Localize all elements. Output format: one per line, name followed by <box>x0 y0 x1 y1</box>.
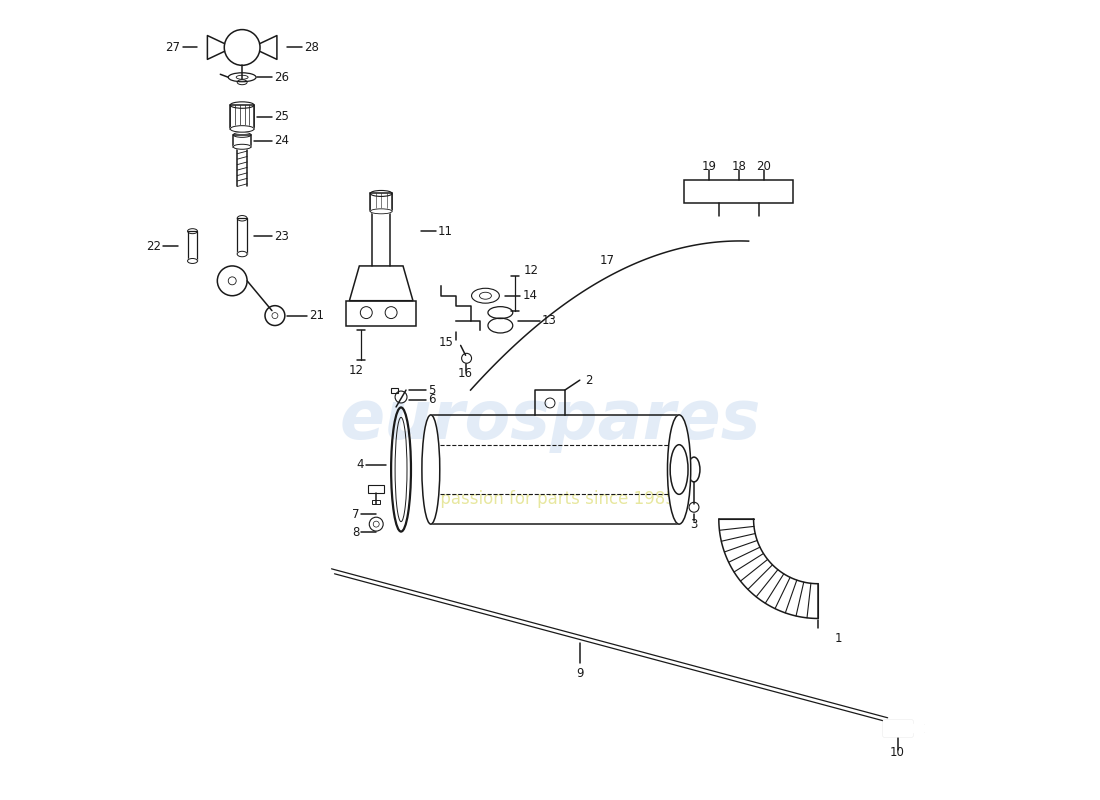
Bar <box>346 301 416 326</box>
Text: 11: 11 <box>438 225 453 238</box>
Text: 6: 6 <box>428 394 436 406</box>
Ellipse shape <box>187 258 198 263</box>
Text: 7: 7 <box>352 508 360 521</box>
Bar <box>684 179 793 203</box>
Bar <box>230 105 254 129</box>
Bar <box>368 486 384 494</box>
Text: 13: 13 <box>542 314 557 327</box>
Text: 21: 21 <box>309 309 323 322</box>
Ellipse shape <box>233 144 251 150</box>
Bar <box>371 194 392 211</box>
Text: 9: 9 <box>576 666 583 679</box>
Text: 26: 26 <box>274 70 289 84</box>
Text: 19: 19 <box>702 160 716 173</box>
Ellipse shape <box>238 251 248 257</box>
Text: 12: 12 <box>524 265 538 278</box>
Text: 15: 15 <box>438 336 453 349</box>
Text: 23: 23 <box>274 230 289 242</box>
Text: 18: 18 <box>732 160 746 173</box>
Bar <box>913 724 924 732</box>
Text: eurospares: eurospares <box>339 387 761 453</box>
Text: 1: 1 <box>834 632 842 645</box>
Ellipse shape <box>668 415 691 524</box>
Bar <box>392 388 398 393</box>
Ellipse shape <box>422 415 440 524</box>
Text: 4: 4 <box>356 458 364 471</box>
Text: 2: 2 <box>585 374 592 386</box>
Text: 24: 24 <box>274 134 289 147</box>
Ellipse shape <box>670 445 688 494</box>
Bar <box>372 500 381 504</box>
Bar <box>187 231 198 261</box>
Bar <box>882 720 913 736</box>
Ellipse shape <box>230 126 254 132</box>
Text: 20: 20 <box>756 160 771 173</box>
Text: 3: 3 <box>691 518 697 530</box>
Text: 8: 8 <box>352 526 360 538</box>
Text: 27: 27 <box>166 41 180 54</box>
Text: 5: 5 <box>428 383 436 397</box>
Text: 22: 22 <box>145 239 161 253</box>
Text: 25: 25 <box>274 110 289 123</box>
Text: 12: 12 <box>349 364 364 377</box>
Bar <box>238 218 248 254</box>
Bar <box>913 724 924 732</box>
Text: 10: 10 <box>890 746 905 759</box>
Text: 16: 16 <box>458 366 473 380</box>
Text: 17: 17 <box>600 254 615 267</box>
Bar <box>233 135 251 146</box>
Ellipse shape <box>371 209 392 214</box>
Bar <box>882 720 913 736</box>
Text: a passion for parts since 1985: a passion for parts since 1985 <box>425 490 675 508</box>
Text: 28: 28 <box>304 41 319 54</box>
Text: 14: 14 <box>522 290 537 302</box>
